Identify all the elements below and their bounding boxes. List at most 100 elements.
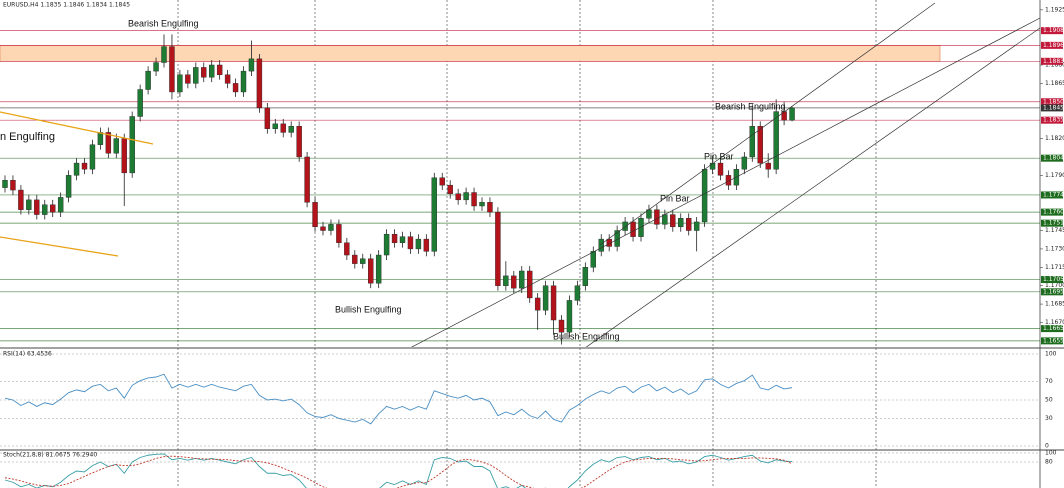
level-label-bg [1041,98,1063,106]
candle-body [161,46,167,63]
rsi-tick-label: 50 [1045,397,1053,404]
candle-body [582,267,589,286]
candle-body [248,58,255,72]
y-tick-label: 1.1925 [1045,6,1064,13]
candle-body [368,258,374,284]
candle-body [240,70,247,93]
candle-body [105,132,112,154]
candle-body [2,180,8,188]
candle-body [272,123,278,129]
candle-body [431,177,437,252]
candle-body [336,224,342,243]
y-tick-label: 1.1670 [1045,319,1064,326]
annotation: Pin Bar [704,151,734,161]
candle-body [423,238,430,252]
rsi-line [4,373,793,425]
level-label-bg [1041,288,1063,296]
candle-body [65,175,72,198]
candle-body [415,238,422,250]
candle-body [185,74,191,84]
level-label-bg [1041,41,1063,49]
candle-body [749,126,755,158]
level-label: 1.1804 [1043,155,1064,162]
candle-body [495,211,501,286]
candle-body [447,184,453,194]
level-label-bg [1041,27,1063,35]
level-label-bg [1041,57,1063,65]
candle-body [137,89,143,117]
candle-body [375,254,382,284]
candle-body [129,116,135,174]
candle-body [399,236,406,243]
candle-body [193,67,199,84]
level-label: 1.1751 [1043,220,1064,227]
candle-body [590,251,596,268]
level-label: 1.1655 [1043,337,1064,344]
candle-body [145,70,151,90]
annotation: Bullish Engulfing [335,304,402,314]
candle-body [606,238,612,247]
candle-body [288,126,294,133]
candle-body [50,204,56,213]
stoch-tick-label: 100 [1045,450,1057,457]
candle-body [121,138,127,174]
candle-body [352,254,358,264]
level-label-bg [1041,337,1063,345]
annotation: n Engulfing [0,131,55,143]
level-label-bg [1041,104,1063,112]
level-label-bg [1041,276,1063,284]
level-label: 1.1665 [1043,325,1064,332]
price-panel [0,30,1040,345]
candle-body [471,192,477,207]
candle-body [34,199,40,215]
candle-body [360,258,366,264]
stoch-main-line [4,453,793,488]
candle-body [328,224,334,231]
level-label-bg [1041,116,1063,124]
candle-body [208,64,215,78]
candle-body [717,162,724,176]
candle-body [765,162,771,170]
rsi-tick-label: 30 [1045,415,1053,422]
symbol-header: EURUSD,H4 1.1835 1.1846 1.1834 1.1845 [3,2,130,9]
rsi-tick-label: 70 [1045,378,1053,385]
candle-body [439,177,445,186]
candle-body [18,189,24,210]
level-label: 1.1705 [1043,276,1064,283]
candle-body [487,202,493,213]
rsi-panel: 100 70 50 30 0 [0,351,1057,450]
candle-body [304,156,310,203]
level-label-bg [1041,208,1063,216]
level-label: 1.1835 [1043,117,1064,124]
time-grid [177,0,877,488]
stoch-tick-label: 80 [1045,459,1053,466]
candle-body [789,107,795,121]
candle-body [534,297,541,311]
level-label: 1.1695 [1043,288,1064,295]
y-tick-label: 1.1715 [1045,264,1064,271]
y-tick-label: 1.1865 [1045,80,1064,87]
candle-body [709,162,716,170]
y-tick-label: 1.1790 [1045,172,1064,179]
annotation: Bullish Engulfing [553,331,620,341]
y-tick-label: 1.1745 [1045,227,1064,234]
candle-body [224,74,231,84]
candle-body [701,169,708,223]
candle-body [511,275,517,289]
candle-body [113,138,120,154]
candle-body [670,214,676,228]
candle-body [693,221,700,231]
candle-body [598,238,604,252]
candle-body [57,197,64,213]
candle-body [654,209,660,225]
level-label: 1.1896 [1043,42,1064,49]
candle-body [407,236,414,250]
candle-body [169,46,175,93]
candle-body [296,126,302,158]
candle-body [773,111,779,170]
candle-body [662,214,668,225]
level-label: 1.1845 [1043,104,1064,111]
